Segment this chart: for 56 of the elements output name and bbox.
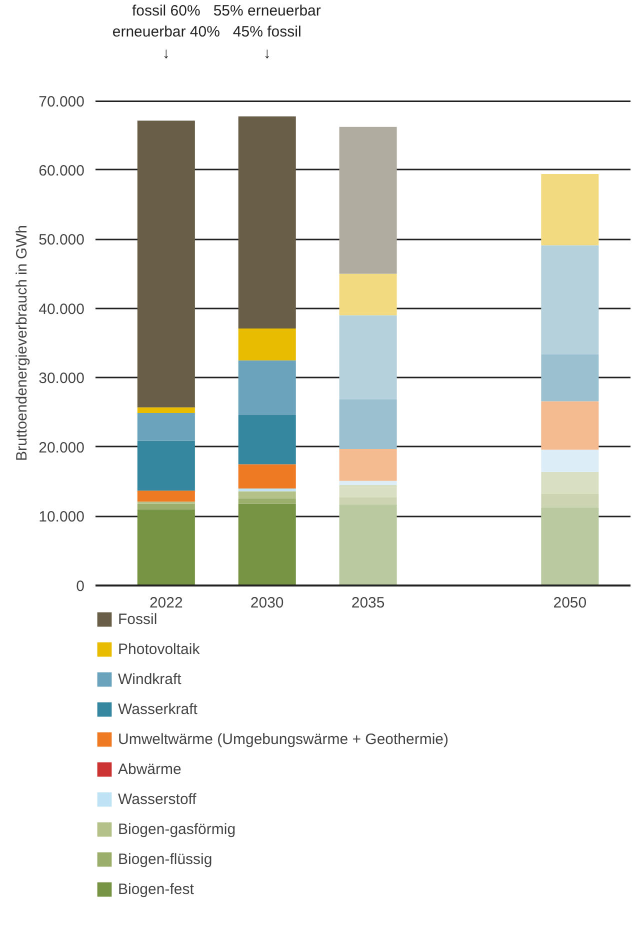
y-tick-label: 0 — [76, 578, 84, 595]
y-tick-label: 50.000 — [38, 232, 85, 249]
bar — [339, 449, 397, 481]
bar — [238, 498, 296, 504]
bar — [137, 509, 195, 586]
x-tick-label: 2035 — [351, 594, 385, 612]
y-tick-label: 10.000 — [38, 508, 85, 526]
bar — [541, 472, 599, 494]
bar — [339, 315, 397, 400]
bar — [137, 120, 195, 408]
x-tick-label: 2022 — [149, 594, 183, 612]
bar — [137, 407, 195, 413]
bar — [541, 354, 599, 402]
bar — [339, 504, 397, 586]
bar — [339, 399, 397, 450]
bar — [238, 504, 296, 586]
bar — [339, 485, 397, 498]
bar — [339, 498, 397, 504]
legend-label: Photovoltaik — [118, 640, 200, 658]
y-tick-label: 30.000 — [38, 370, 85, 388]
legend-label: Biogen-flüssig — [118, 850, 212, 868]
bar — [238, 116, 296, 328]
bar — [238, 488, 296, 492]
bar — [339, 274, 397, 316]
bar — [238, 360, 296, 416]
y-axis-title: Bruttoendenergieverbrauch in GWh — [14, 225, 31, 461]
bar — [137, 504, 195, 510]
legend-label: Umweltwärme (Umgebungswärme + Geothermie) — [118, 730, 449, 748]
legend-label: Wasserstoff — [118, 790, 196, 808]
y-tick-label: 70.000 — [38, 94, 85, 110]
legend-label: Windkraft — [118, 670, 182, 688]
legend-label: Biogen-fest — [118, 880, 194, 898]
bar — [137, 412, 195, 441]
bar — [339, 480, 397, 486]
bar — [541, 401, 599, 450]
bar — [541, 245, 599, 354]
y-tick-label: 20.000 — [38, 439, 85, 456]
bar — [339, 126, 397, 274]
y-tick-label: 40.000 — [38, 300, 85, 318]
legend-label: Wasserkraft — [118, 700, 198, 718]
x-tick-label: 2050 — [553, 594, 587, 612]
bar — [238, 415, 296, 464]
bar — [137, 440, 195, 491]
bar — [238, 328, 296, 360]
bar — [541, 174, 599, 246]
legend-label: Fossil — [118, 610, 158, 628]
bar — [541, 494, 599, 508]
bar — [238, 491, 296, 498]
legend-label: Biogen-gasförmig — [118, 820, 236, 838]
bar — [137, 490, 195, 502]
bar — [238, 464, 296, 488]
x-tick-label: 2030 — [250, 594, 284, 612]
bar — [541, 450, 599, 472]
y-tick-label: 60.000 — [38, 162, 85, 180]
legend-label: Abwärme — [118, 760, 182, 778]
bar — [541, 507, 599, 586]
